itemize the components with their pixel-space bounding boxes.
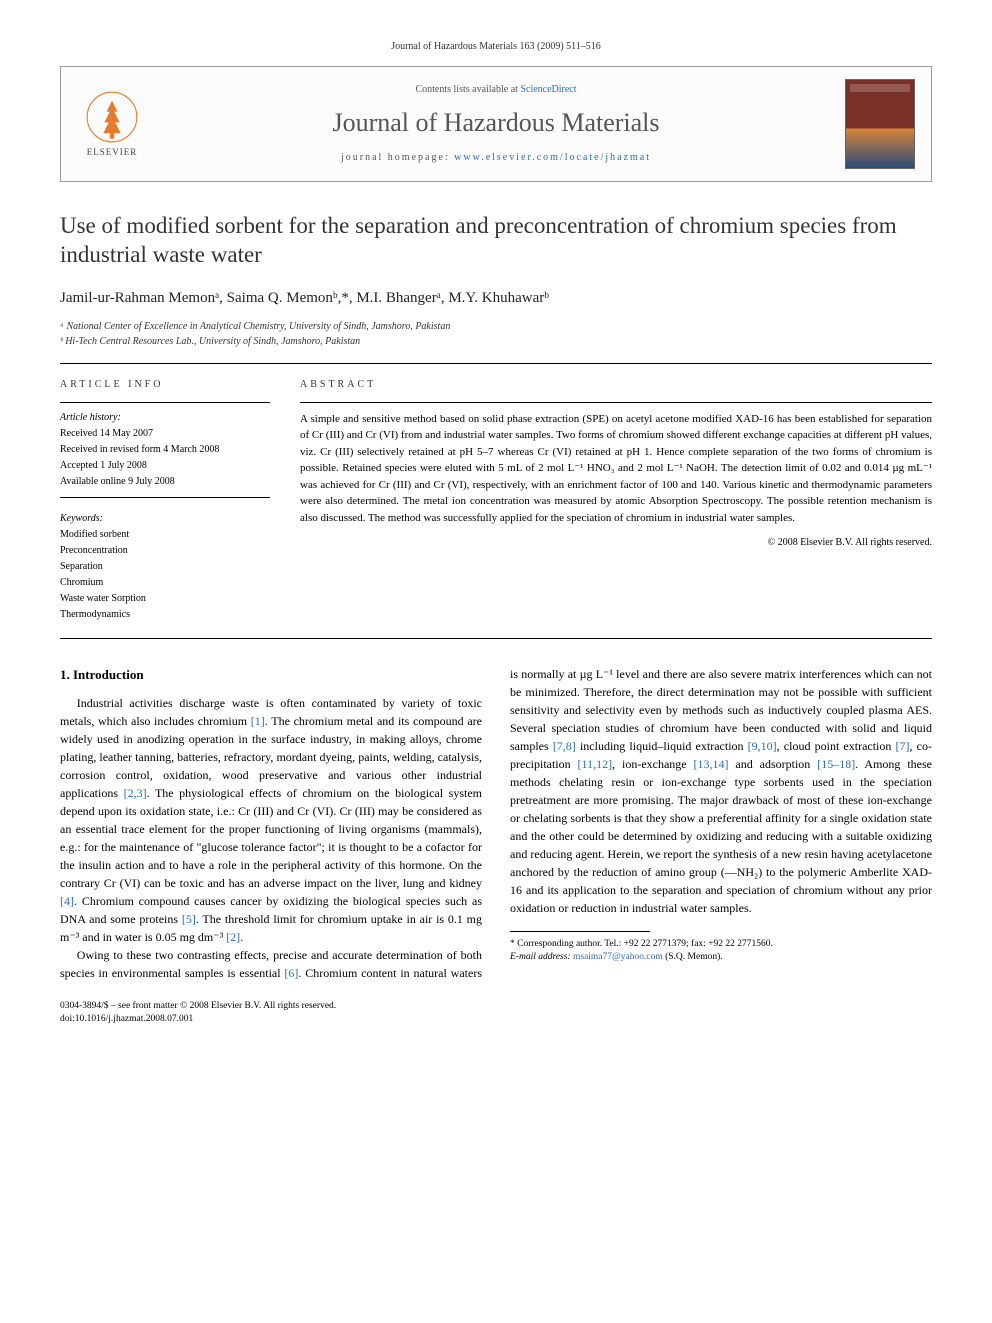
- footer-front-matter: 0304-3894/$ – see front matter © 2008 El…: [60, 1001, 336, 1011]
- abstract-copyright: © 2008 Elsevier B.V. All rights reserved…: [300, 536, 932, 550]
- elsevier-tree-icon: [85, 90, 139, 144]
- keywords-label: Keywords:: [60, 512, 270, 526]
- journal-header: ELSEVIER Contents lists available at Sci…: [60, 66, 932, 182]
- history-label: Article history:: [60, 411, 270, 425]
- homepage-prefix: journal homepage:: [341, 152, 454, 163]
- info-abstract-row: ARTICLE INFO Article history: Received 1…: [60, 378, 932, 624]
- text: . The physiological effects of chromium …: [60, 786, 482, 890]
- elsevier-logo: ELSEVIER: [77, 84, 147, 164]
- journal-homepage: journal homepage: www.elsevier.com/locat…: [163, 151, 829, 165]
- footer-doi: doi:10.1016/j.jhazmat.2008.07.001: [60, 1014, 193, 1024]
- corr-email-link[interactable]: msaima77@yahoo.com: [573, 952, 663, 962]
- ref-link-4[interactable]: [4]: [60, 894, 74, 908]
- affiliations: ᵃ National Center of Excellence in Analy…: [60, 319, 932, 349]
- email-label: E-mail address:: [510, 952, 573, 962]
- keyword: Chromium: [60, 576, 270, 590]
- ref-link-7[interactable]: [7]: [896, 739, 910, 753]
- section-heading-intro: 1. Introduction: [60, 665, 482, 685]
- ref-link-2-3[interactable]: [2,3]: [124, 786, 147, 800]
- abstract-rule: [300, 402, 932, 403]
- ref-link-6[interactable]: [6]: [284, 966, 298, 980]
- footer: 0304-3894/$ – see front matter © 2008 El…: [60, 1000, 932, 1027]
- ref-link-7-8[interactable]: [7,8]: [553, 739, 576, 753]
- info-rule-2: [60, 497, 270, 498]
- text: . Among these methods chelating resin or…: [510, 757, 932, 915]
- affiliation-a: ᵃ National Center of Excellence in Analy…: [60, 319, 932, 334]
- ref-link-5[interactable]: [5]: [182, 912, 196, 926]
- author-list: Jamil-ur-Rahman Memonᵃ, Saima Q. Memonᵇ,…: [60, 288, 932, 309]
- text: , ion-exchange: [612, 757, 693, 771]
- text: .: [240, 930, 243, 944]
- divider-rule: [60, 363, 932, 364]
- article-info-head: ARTICLE INFO: [60, 378, 270, 392]
- intro-para-1: Industrial activities discharge waste is…: [60, 694, 482, 946]
- ref-link-13-14[interactable]: [13,14]: [694, 757, 729, 771]
- divider-rule-2: [60, 638, 932, 639]
- abstract-text: A simple and sensitive method based on s…: [300, 411, 932, 527]
- history-revised: Received in revised form 4 March 2008: [60, 443, 270, 457]
- sciencedirect-link[interactable]: ScienceDirect: [520, 84, 576, 95]
- homepage-link[interactable]: www.elsevier.com/locate/jhazmat: [454, 152, 651, 163]
- journal-cover-thumbnail: [845, 79, 915, 169]
- corr-text: * Corresponding author. Tel.: +92 22 277…: [510, 939, 773, 949]
- info-rule: [60, 402, 270, 403]
- contents-available: Contents lists available at ScienceDirec…: [163, 83, 829, 97]
- header-center: Contents lists available at ScienceDirec…: [163, 83, 829, 165]
- journal-name: Journal of Hazardous Materials: [163, 105, 829, 141]
- history-online: Available online 9 July 2008: [60, 475, 270, 489]
- text: , cloud point extraction: [777, 739, 896, 753]
- abstract: ABSTRACT A simple and sensitive method b…: [300, 378, 932, 624]
- body-two-column: 1. Introduction Industrial activities di…: [60, 665, 932, 983]
- article-info: ARTICLE INFO Article history: Received 1…: [60, 378, 270, 624]
- email-suffix: (S.Q. Memon).: [663, 952, 723, 962]
- abstract-head: ABSTRACT: [300, 378, 932, 392]
- publisher-name: ELSEVIER: [87, 146, 138, 159]
- footnote-separator: [510, 931, 650, 932]
- keyword: Thermodynamics: [60, 608, 270, 622]
- history-received: Received 14 May 2007: [60, 427, 270, 441]
- ref-link-2[interactable]: [2]: [226, 930, 240, 944]
- contents-prefix: Contents lists available at: [415, 84, 520, 95]
- history-accepted: Accepted 1 July 2008: [60, 459, 270, 473]
- affiliation-b: ᵇ Hi-Tech Central Resources Lab., Univer…: [60, 334, 932, 349]
- text: and adsorption: [729, 757, 818, 771]
- ref-link-9-10[interactable]: [9,10]: [748, 739, 777, 753]
- ref-link-15-18[interactable]: [15–18]: [817, 757, 855, 771]
- ref-link-1[interactable]: [1]: [251, 714, 265, 728]
- ref-link-11-12[interactable]: [11,12]: [578, 757, 613, 771]
- text: including liquid–liquid extraction: [576, 739, 748, 753]
- running-head: Journal of Hazardous Materials 163 (2009…: [60, 40, 932, 54]
- keyword: Modified sorbent: [60, 528, 270, 542]
- keyword: Waste water Sorption: [60, 592, 270, 606]
- corresponding-author-footnote: * Corresponding author. Tel.: +92 22 277…: [510, 938, 932, 965]
- keyword: Preconcentration: [60, 544, 270, 558]
- article-title: Use of modified sorbent for the separati…: [60, 212, 932, 270]
- keyword: Separation: [60, 560, 270, 574]
